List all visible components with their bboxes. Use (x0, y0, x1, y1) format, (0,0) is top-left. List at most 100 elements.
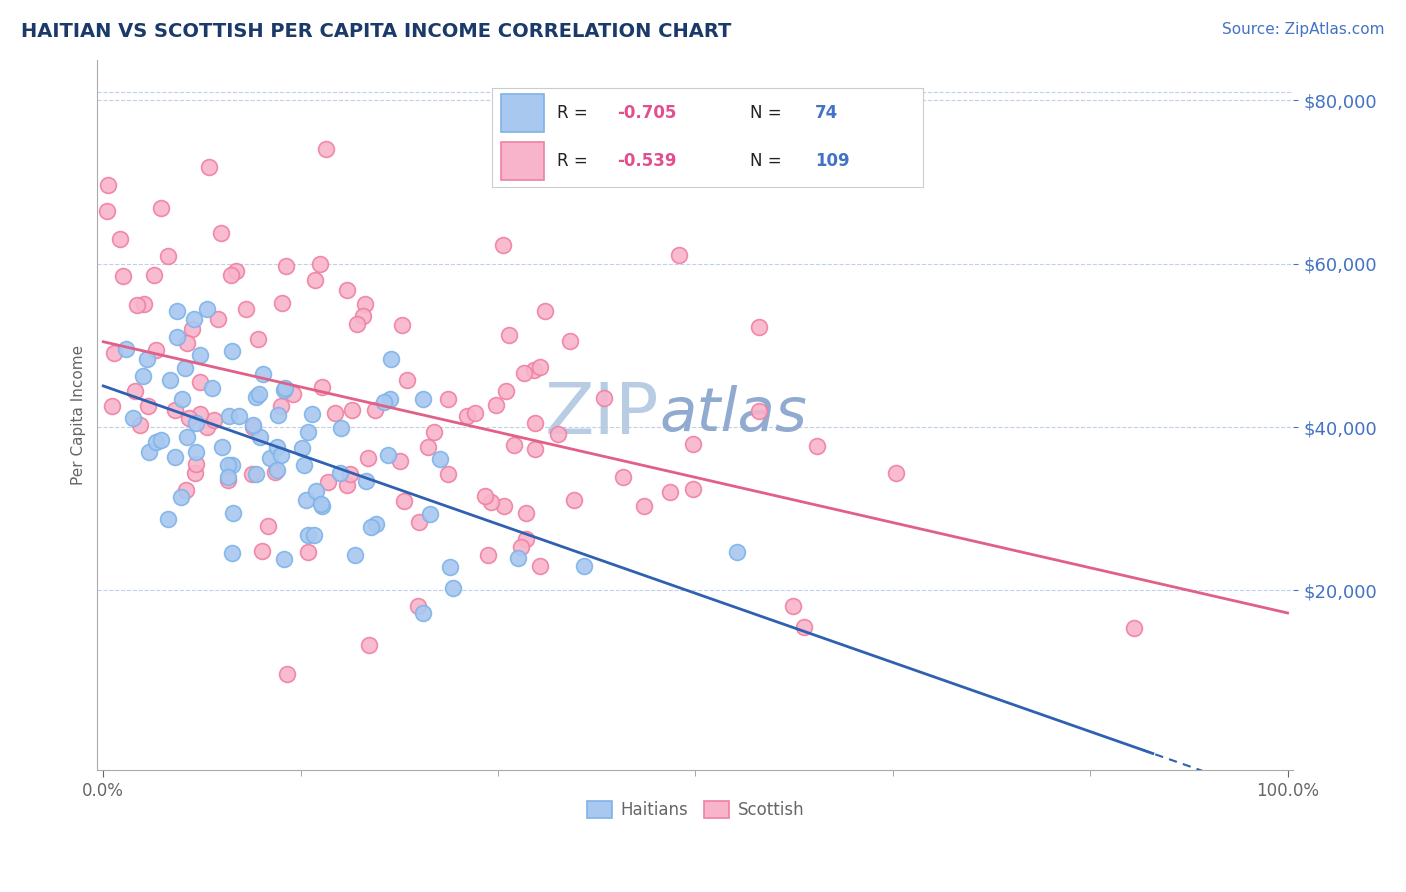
Point (143, 268, 166, 282)
Point (177, 410, 200, 425)
Point (221, 268, 243, 282)
Point (309, 497, 332, 511)
Point (524, 442, 547, 457)
Point (354, 297, 377, 311)
Point (492, 499, 515, 513)
Point (292, 458, 315, 472)
Point (416, 440, 439, 454)
Point (163, 403, 186, 417)
Point (201, 381, 224, 395)
Point (359, 638, 381, 652)
Point (112, 268, 135, 283)
Point (1122, 621, 1144, 635)
Point (247, 332, 270, 346)
Point (273, 383, 295, 397)
Point (103, 345, 125, 359)
Point (682, 482, 704, 496)
Point (274, 259, 297, 273)
Point (301, 407, 323, 421)
Point (352, 310, 374, 324)
Point (793, 620, 815, 634)
Point (659, 484, 682, 499)
Point (297, 545, 319, 559)
Point (391, 318, 413, 333)
Point (184, 458, 207, 472)
Point (228, 409, 250, 423)
Point (124, 384, 146, 398)
Point (682, 436, 704, 450)
Point (132, 297, 155, 311)
Point (748, 403, 770, 417)
Point (101, 399, 124, 413)
Point (249, 430, 271, 444)
Point (240, 467, 263, 481)
Point (412, 606, 434, 620)
Point (806, 439, 828, 453)
Point (748, 320, 770, 334)
Point (515, 506, 537, 520)
Point (529, 360, 551, 375)
Point (439, 560, 461, 574)
Point (389, 454, 412, 468)
Point (336, 478, 359, 492)
Point (156, 249, 179, 263)
Point (378, 392, 401, 406)
Point (242, 418, 264, 433)
Point (380, 352, 402, 367)
Point (263, 466, 285, 480)
Point (276, 667, 298, 681)
Point (412, 392, 434, 406)
Point (408, 515, 430, 529)
Point (181, 322, 204, 336)
Point (166, 303, 188, 318)
Text: atlas: atlas (659, 385, 807, 444)
Point (364, 402, 387, 417)
Point (159, 373, 181, 387)
Point (172, 392, 194, 406)
Point (441, 581, 464, 595)
Point (423, 425, 446, 439)
Point (186, 444, 208, 458)
Point (315, 142, 337, 156)
Point (170, 490, 193, 504)
Point (354, 474, 377, 488)
Point (547, 427, 569, 442)
Text: HAITIAN VS SCOTTISH PER CAPITA INCOME CORRELATION CHART: HAITIAN VS SCOTTISH PER CAPITA INCOME CO… (21, 22, 731, 41)
Point (668, 248, 690, 262)
Point (114, 342, 136, 356)
Point (304, 273, 326, 287)
Point (157, 512, 180, 526)
Point (340, 402, 363, 417)
Point (396, 373, 419, 387)
Point (97, 178, 120, 192)
Point (308, 257, 330, 271)
Point (245, 390, 267, 404)
Point (149, 201, 172, 215)
Point (267, 409, 290, 423)
Point (176, 483, 198, 497)
Point (495, 384, 517, 398)
Point (456, 409, 478, 423)
Point (131, 369, 153, 384)
Point (259, 450, 281, 465)
Point (221, 343, 243, 358)
Point (297, 425, 319, 439)
Point (612, 470, 634, 484)
Point (329, 466, 352, 480)
Point (474, 489, 496, 503)
Point (176, 336, 198, 351)
Point (283, 386, 305, 401)
Point (323, 406, 346, 420)
Point (633, 499, 655, 513)
Point (572, 559, 595, 574)
Point (273, 552, 295, 566)
Point (274, 381, 297, 395)
Point (176, 430, 198, 444)
Point (149, 433, 172, 447)
Point (295, 492, 318, 507)
Point (377, 448, 399, 462)
Point (464, 406, 486, 420)
Point (257, 518, 280, 533)
Point (197, 160, 219, 174)
Point (316, 475, 339, 489)
